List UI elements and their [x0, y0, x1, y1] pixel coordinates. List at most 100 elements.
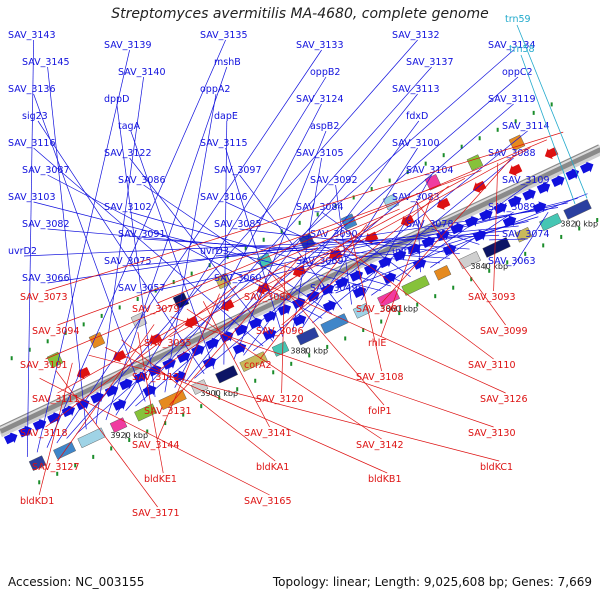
forward-gene-arrow [382, 271, 397, 284]
feature-block [215, 365, 239, 384]
reverse-gene-label: folP1 [368, 406, 392, 417]
reverse-gene-label: SAV_3101 [20, 360, 68, 371]
reverse-leader-line [259, 224, 368, 360]
reverse-leader-line [57, 324, 155, 462]
forward-leader-line [513, 211, 549, 267]
reverse-leader-line [157, 216, 384, 372]
feature-block [466, 154, 484, 171]
forward-gene-label: SAV_3143 [8, 30, 56, 41]
green-feature [532, 110, 535, 115]
feature-block [377, 289, 401, 308]
scale-label: 3860 kbp [380, 304, 418, 313]
reverse-gene-arrow [112, 350, 127, 363]
green-feature [208, 263, 211, 268]
green-feature [596, 218, 599, 223]
green-feature [64, 330, 67, 335]
green-feature [110, 446, 113, 451]
forward-leader-line [361, 174, 432, 301]
green-feature [380, 319, 383, 324]
reverse-gene-labels: SAV_3073 SAV_3079 SAV_3080 SAV_3081 SAV_3093… [20, 131, 564, 519]
green-feature [370, 187, 373, 192]
reverse-gene-label: SAV_3099 [480, 326, 528, 337]
green-feature [352, 195, 355, 200]
green-feature [74, 463, 77, 468]
green-feature [514, 119, 517, 124]
forward-leader-line [116, 103, 156, 397]
reverse-gene-label: rhlE [368, 338, 386, 349]
reverse-gene-label: SAV_3131 [144, 406, 192, 417]
reverse-gene-label: SAV_3112 [132, 372, 180, 383]
reverse-gene-arrow [184, 316, 199, 329]
green-feature [164, 421, 167, 426]
forward-gene-label: SAV_3089 [488, 202, 536, 213]
forward-gene-label: SAV_3078 [406, 219, 454, 230]
forward-leader-line [335, 184, 352, 305]
reverse-leader-line [170, 316, 494, 428]
forward-gene-arrow [142, 384, 157, 397]
reverse-leader-line [45, 285, 237, 428]
reverse-leader-line [350, 232, 382, 372]
forward-gene-label: SAV_3133 [296, 40, 344, 51]
forward-leader-line [239, 174, 343, 310]
forward-gene-arrow [147, 364, 162, 377]
feature-block [28, 455, 47, 471]
forward-gene-label: SAV_3100 [392, 138, 440, 149]
green-feature [146, 429, 149, 434]
forward-leader-line [239, 197, 578, 284]
forward-gene-arrow [47, 411, 61, 424]
green-feature [218, 395, 221, 400]
forward-leader-line [292, 157, 322, 333]
feature-block [239, 351, 268, 372]
forward-gene-arrow [532, 201, 547, 214]
forward-gene-arrow [493, 202, 508, 215]
topology-label: Topology: linear; Length: 9,025,608 bp; … [272, 575, 592, 589]
feature-block [458, 251, 482, 270]
scale-label: 3920 kbp [110, 431, 148, 440]
scale-label: 3880 kbp [290, 347, 328, 356]
forward-leader-line [26, 39, 34, 457]
forward-gene-label: SAV_3102 [104, 202, 152, 213]
reverse-gene-label: SAV_3073 [20, 292, 68, 303]
forward-leader-line [143, 238, 450, 259]
forward-gene-label: fdxD [406, 111, 428, 122]
forward-leader-line [164, 93, 217, 393]
forward-gene-label: uvrD2 [8, 246, 37, 257]
scale-label: 3820 kbp [560, 220, 598, 229]
forward-leader-line [47, 174, 323, 319]
feature-block [296, 327, 320, 346]
scale-label: 3840 kbp [470, 262, 508, 271]
forward-gene-label: SAV_3114 [502, 121, 550, 132]
forward-gene-arrow [61, 405, 76, 418]
reverse-gene-label: SAV_3127 [32, 462, 80, 473]
scale-label: 3900 kbp [200, 389, 238, 398]
forward-gene-label: oppB2 [310, 67, 340, 78]
forward-gene-arrow [507, 195, 522, 208]
feature-block [401, 275, 430, 296]
green-feature [416, 302, 419, 307]
forward-gene-label: dppD [104, 94, 129, 105]
diagram-title: Streptomyces avermitilis MA-4680, comple… [111, 6, 489, 22]
forward-gene-label: SAV_3097 [214, 165, 262, 176]
forward-gene-arrow [421, 235, 436, 248]
reverse-leader-line [281, 185, 449, 326]
reverse-leader-line [157, 139, 548, 304]
reverse-leader-line [57, 247, 318, 394]
forward-gene-label: SAV_3090 [310, 229, 358, 240]
forward-gene-label: SAV_3134 [488, 40, 536, 51]
reverse-gene-label: SAV_3095 [144, 338, 192, 349]
reverse-gene-arrow [508, 164, 523, 177]
forward-gene-label: SAV_3092 [310, 175, 358, 186]
forward-gene-label: SAV_3137 [406, 57, 454, 68]
reverse-gene-label: SAV_3094 [32, 326, 80, 337]
reverse-leader-line [202, 301, 270, 428]
green-feature [442, 153, 445, 158]
forward-leader-line [431, 228, 480, 245]
forward-leader-line [371, 184, 528, 296]
green-feature [236, 387, 239, 392]
green-feature [182, 412, 185, 417]
scale-ticks: 3820 kbp 3840 kbp 3860 kbp 3880 kbp 3900 kbp… [110, 220, 598, 441]
feature-block [190, 379, 209, 395]
feature-block [482, 237, 511, 258]
forward-leader-line [47, 207, 559, 284]
forward-gene-arrow [292, 314, 307, 327]
